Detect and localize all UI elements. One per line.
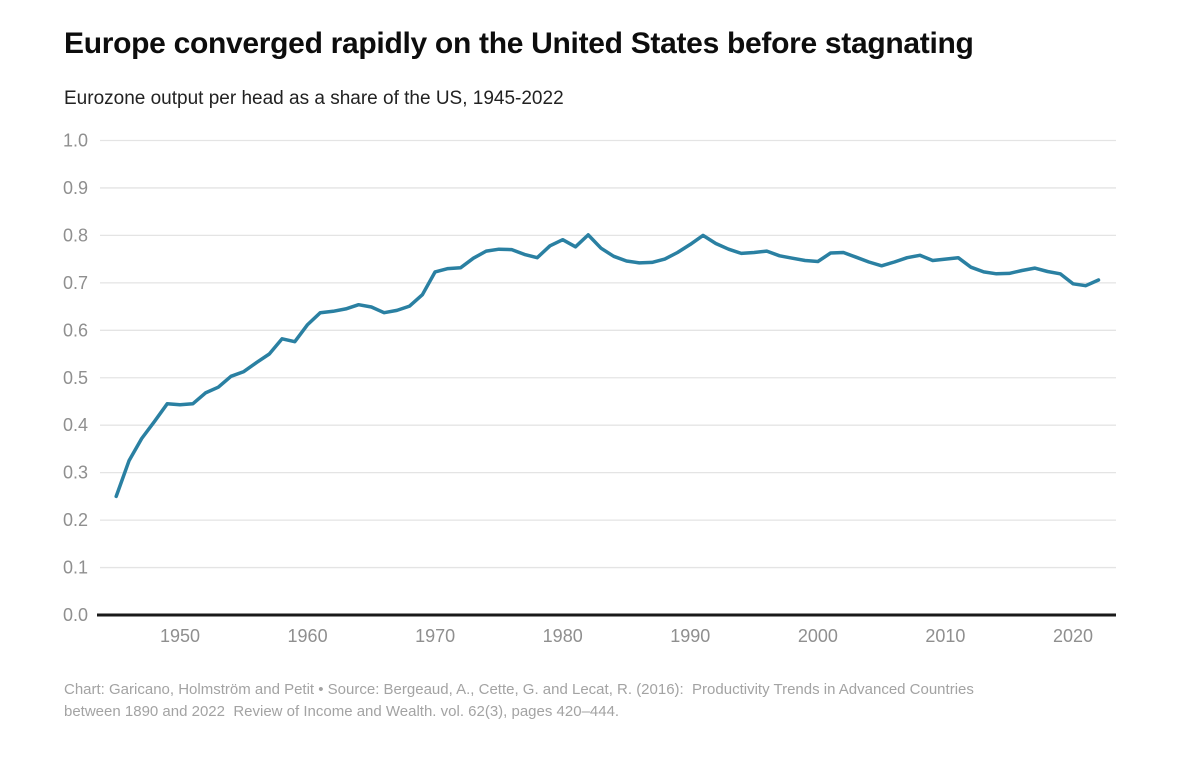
y-tick-label: 0.3 — [63, 463, 88, 483]
y-tick-label: 0.9 — [63, 178, 88, 198]
x-tick-label: 1970 — [415, 626, 455, 646]
x-tick-label: 1990 — [670, 626, 710, 646]
x-tick-label: 2020 — [1053, 626, 1093, 646]
y-tick-label: 0.5 — [63, 368, 88, 388]
x-tick-label: 2000 — [798, 626, 838, 646]
caption-line-2: between 1890 and 2022 Review of Income a… — [64, 703, 620, 720]
x-tick-label: 1980 — [543, 626, 583, 646]
x-tick-label: 2010 — [925, 626, 965, 646]
y-tick-label: 0.1 — [63, 558, 88, 578]
x-tick-label: 1960 — [288, 626, 328, 646]
chart-caption: Chart: Garicano, Holmström and Petit • S… — [64, 679, 1144, 723]
chart-title: Europe converged rapidly on the United S… — [64, 27, 974, 60]
y-tick-label: 0.0 — [63, 605, 88, 625]
x-tick-label: 1950 — [160, 626, 200, 646]
y-tick-label: 1.0 — [63, 131, 88, 151]
caption-line-1: Chart: Garicano, Holmström and Petit • S… — [64, 681, 974, 698]
y-tick-label: 0.4 — [63, 415, 88, 435]
y-tick-label: 0.7 — [63, 273, 88, 293]
y-tick-label: 0.6 — [63, 320, 88, 340]
y-tick-label: 0.2 — [63, 510, 88, 530]
chart-subtitle: Eurozone output per head as a share of t… — [64, 88, 564, 109]
y-tick-label: 0.8 — [63, 225, 88, 245]
trend-line — [114, 233, 1101, 499]
